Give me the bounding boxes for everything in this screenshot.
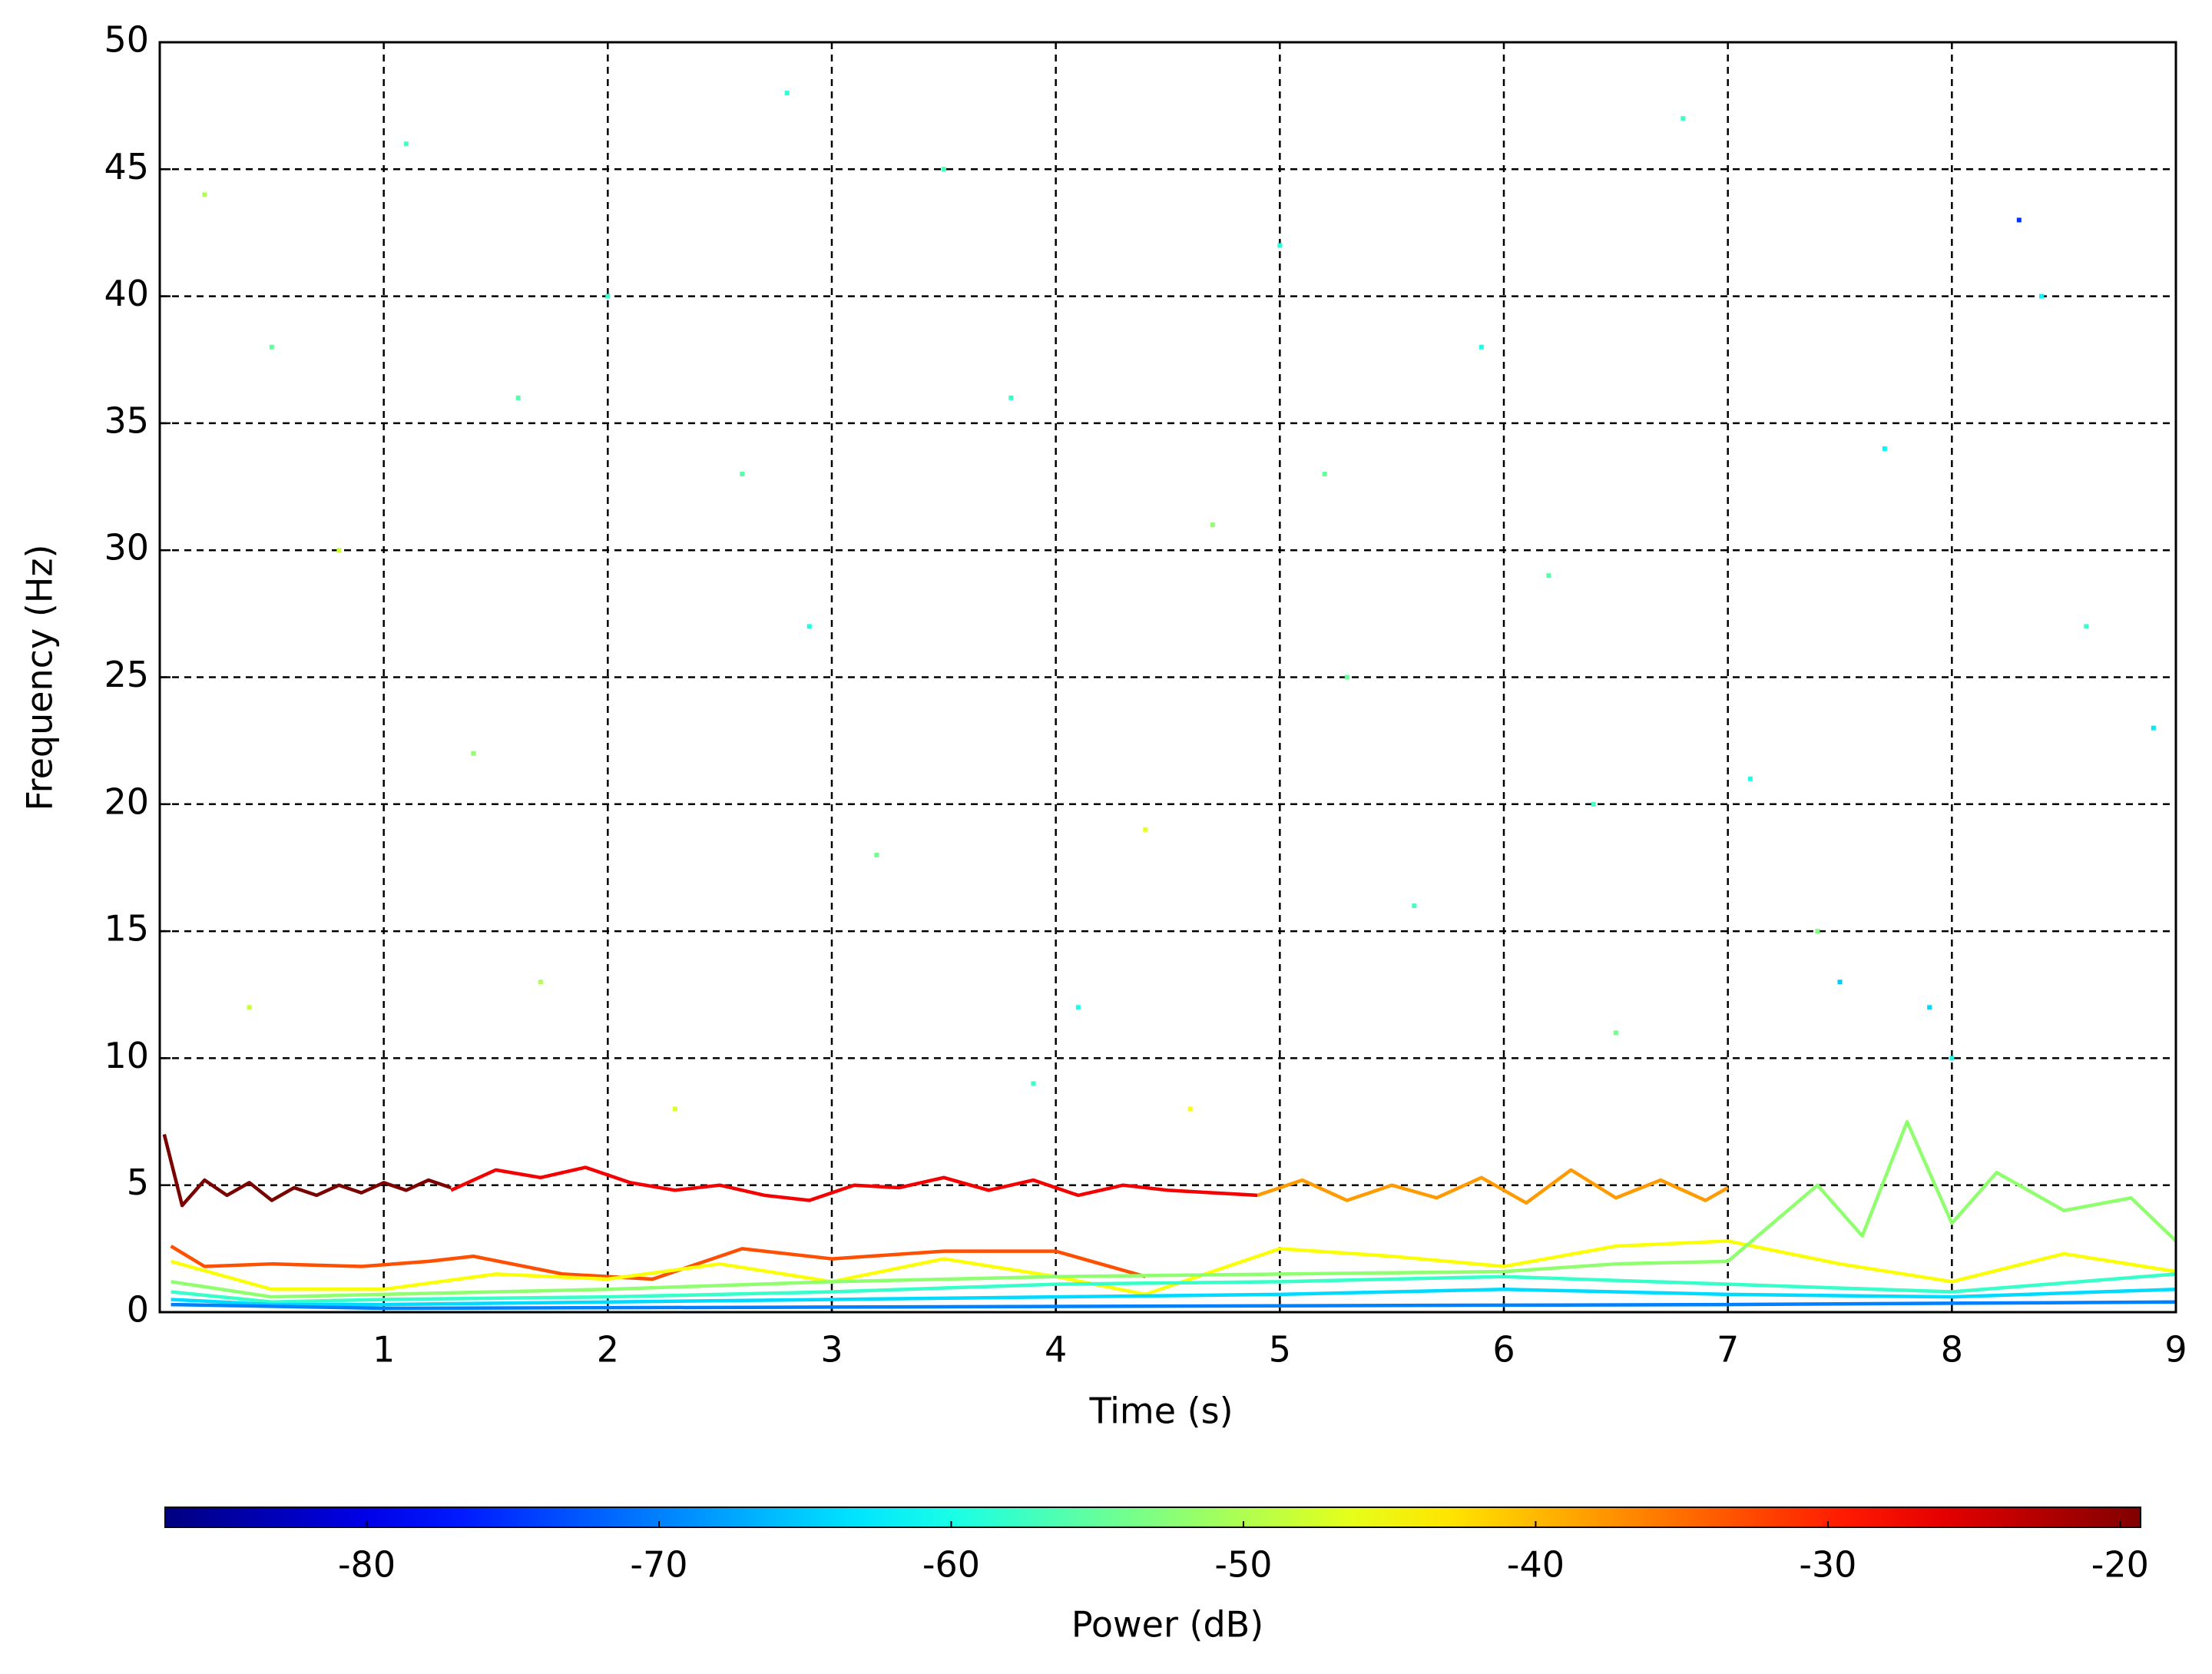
point (336, 548, 342, 553)
point (2151, 725, 2156, 731)
point (1031, 1081, 1036, 1086)
point (784, 91, 790, 96)
y-tick-label: 15 (104, 908, 149, 950)
y-tick-label: 20 (104, 781, 149, 822)
colorbar-tick-label: -30 (1799, 1544, 1856, 1586)
point (1546, 573, 1551, 578)
y-tick-label: 35 (104, 399, 149, 441)
point (672, 1106, 677, 1112)
point (202, 192, 207, 197)
point (538, 980, 543, 985)
point (1008, 395, 1014, 400)
point (1187, 1106, 1193, 1112)
point (1412, 903, 1417, 909)
point (1479, 344, 1484, 350)
point (941, 167, 946, 172)
colorbar-tick-label: -50 (1214, 1544, 1272, 1586)
colorbar (164, 1507, 2141, 1528)
x-tick-label: 1 (373, 1329, 395, 1371)
colorbar-tick-label: -60 (922, 1544, 980, 1586)
y-tick-label: 25 (104, 654, 149, 695)
y-axis-label: Frequency (Hz) (19, 545, 61, 811)
point (1837, 980, 1843, 985)
x-tick-label: 4 (1045, 1329, 1067, 1371)
point (1927, 1005, 1932, 1010)
point (1613, 1030, 1618, 1036)
ridge-line (1257, 1168, 1729, 1205)
ridge-line (171, 1300, 2177, 1311)
point (1344, 675, 1349, 680)
ridge-line (170, 1239, 2177, 1297)
x-tick-label: 2 (597, 1329, 619, 1371)
point (1882, 446, 1887, 451)
point (1681, 116, 1686, 121)
point (2084, 624, 2089, 629)
y-tick-label: 5 (127, 1162, 149, 1203)
point (1747, 776, 1753, 781)
ridge-line (171, 1119, 2177, 1299)
y-tick-label: 30 (104, 527, 149, 568)
point (605, 293, 611, 299)
y-tick-label: 10 (104, 1035, 149, 1076)
colorbar-label: Power (dB) (1071, 1604, 1263, 1646)
ridge-line (171, 1272, 2177, 1304)
point (1075, 1005, 1081, 1010)
ridge-line (170, 1245, 1146, 1281)
y-tick-label: 40 (104, 273, 149, 314)
point (2016, 217, 2022, 223)
point (1277, 243, 1283, 248)
x-tick-label: 5 (1269, 1329, 1291, 1371)
x-tick-label: 6 (1492, 1329, 1515, 1371)
point (740, 472, 745, 477)
colorbar-tick-label: -70 (630, 1544, 687, 1586)
x-tick-label: 8 (1941, 1329, 1963, 1371)
point (1322, 472, 1327, 477)
ridge-line (162, 1134, 452, 1208)
point (403, 141, 409, 147)
point (806, 624, 812, 629)
ridge-line (171, 1288, 2177, 1307)
y-tick-label: 50 (104, 19, 149, 61)
point (1815, 929, 1820, 934)
colorbar-tick-label: -80 (338, 1544, 396, 1586)
x-tick-label: 9 (2164, 1329, 2187, 1371)
colorbar-tick-label: -40 (1507, 1544, 1565, 1586)
ridge-line (450, 1165, 1258, 1202)
point (874, 852, 879, 857)
x-axis-label: Time (s) (1088, 1391, 1233, 1432)
point (1210, 522, 1215, 528)
y-tick-label: 0 (127, 1289, 149, 1331)
plot-frame (158, 41, 2177, 1314)
point (515, 395, 521, 400)
y-tick-label: 45 (104, 146, 149, 187)
point (1949, 1056, 1955, 1061)
x-tick-label: 3 (820, 1329, 843, 1371)
point (1143, 827, 1148, 832)
point (269, 344, 274, 350)
point (1591, 801, 1596, 807)
point (471, 751, 476, 756)
point (2039, 293, 2044, 299)
point (247, 1005, 252, 1010)
x-tick-label: 7 (1717, 1329, 1739, 1371)
colorbar-tick-label: -20 (2091, 1544, 2149, 1586)
